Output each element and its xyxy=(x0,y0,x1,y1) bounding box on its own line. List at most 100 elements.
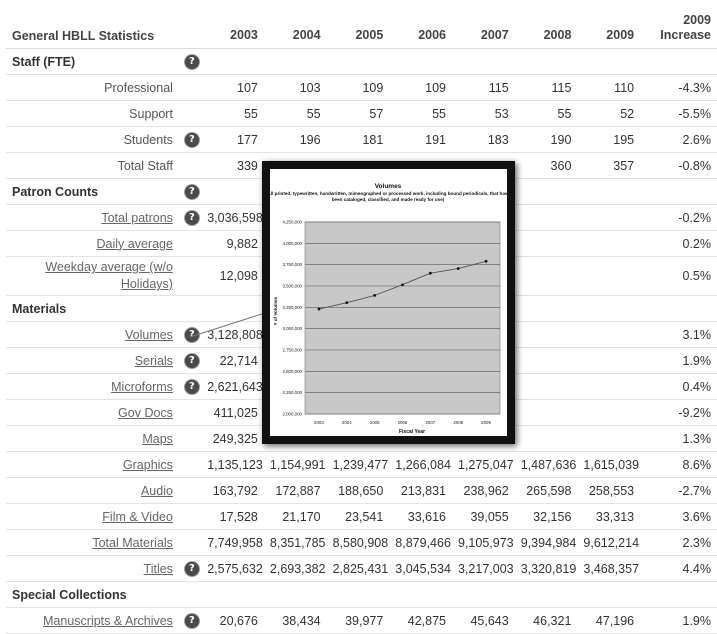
value-cell: 339 xyxy=(201,152,264,179)
row-label-link[interactable]: Audio xyxy=(140,483,173,498)
section-title: Materials xyxy=(6,295,179,322)
row-help-cell xyxy=(178,425,202,452)
increase-cell: -5.5% xyxy=(640,100,717,127)
help-icon[interactable]: ? xyxy=(184,54,199,69)
value-cell: 52 xyxy=(577,100,641,127)
value-cell xyxy=(577,256,641,296)
value-cell: 109 xyxy=(389,74,452,101)
x-tick-label: 2003 xyxy=(314,420,324,425)
section-help-cell: ? xyxy=(178,48,202,75)
help-icon[interactable]: ? xyxy=(184,132,199,147)
row-label-link[interactable]: Graphics xyxy=(122,457,173,472)
row-label-link[interactable]: Serials xyxy=(134,353,173,368)
empty-cell xyxy=(389,581,452,608)
row-label: Total Staff xyxy=(117,158,173,173)
value-cell: 39,055 xyxy=(452,503,515,530)
table-row: Titles? 2,575,632 2,693,382 2,825,431 3,045,… xyxy=(6,555,717,582)
value-cell: 7,749,958 xyxy=(201,529,264,556)
row-help-cell xyxy=(178,399,202,426)
table-row: Graphics 1,135,123 1,154,991 1,239,477 1,266… xyxy=(6,451,717,478)
help-icon[interactable]: ? xyxy=(184,327,199,342)
empty-cell xyxy=(201,48,264,75)
empty-cell xyxy=(640,178,717,205)
value-cell: 33,616 xyxy=(389,503,452,530)
empty-cell xyxy=(514,48,578,75)
row-label-link[interactable]: Film & Video xyxy=(102,509,173,524)
help-icon[interactable]: ? xyxy=(184,613,199,628)
y-tick-label: 3,500,000 xyxy=(282,284,302,289)
y-tick-label: 3,750,000 xyxy=(282,262,302,267)
value-cell xyxy=(577,321,641,348)
section-row: Staff (FTE)? xyxy=(6,48,717,75)
help-icon[interactable]: ? xyxy=(184,379,199,394)
value-cell: 109 xyxy=(326,74,390,101)
value-cell xyxy=(514,321,578,348)
value-cell: 213,831 xyxy=(389,477,452,504)
row-label-link[interactable]: Daily average xyxy=(96,236,173,251)
value-cell: 196 xyxy=(263,126,327,153)
year-header-2003: 2003 xyxy=(201,0,264,49)
row-label-link[interactable]: Gov Docs xyxy=(118,405,173,420)
increase-cell: 0.4% xyxy=(640,373,717,400)
value-cell: 9,105,973 xyxy=(452,529,515,556)
value-cell: 21,170 xyxy=(263,503,327,530)
table-title: General HBLL Statistics xyxy=(6,0,202,49)
row-label-link[interactable]: Microforms xyxy=(111,379,173,394)
value-cell: 9,612,214 xyxy=(577,529,641,556)
y-tick-label: 3,000,000 xyxy=(282,326,302,331)
row-label-link[interactable]: Manuscripts & Archives xyxy=(43,613,173,628)
section-help-cell xyxy=(178,581,202,608)
value-cell: 190 xyxy=(514,126,578,153)
row-label: Support xyxy=(129,106,173,121)
row-help-cell xyxy=(178,451,202,478)
y-tick-label: 4,250,000 xyxy=(282,220,302,225)
help-icon[interactable]: ? xyxy=(184,353,199,368)
row-label-link[interactable]: Maps xyxy=(142,431,173,446)
value-cell: 1,275,047 xyxy=(452,451,515,478)
row-label: Professional xyxy=(104,80,173,95)
empty-cell xyxy=(263,581,327,608)
increase-cell: 2.3% xyxy=(640,529,717,556)
help-icon[interactable]: ? xyxy=(184,184,199,199)
empty-cell xyxy=(640,581,717,608)
value-cell: 2,575,632 xyxy=(201,555,264,582)
value-cell xyxy=(514,256,578,296)
increase-cell: -4.3% xyxy=(640,74,717,101)
value-cell: 103 xyxy=(263,74,327,101)
year-header-2004: 2004 xyxy=(263,0,327,49)
chart-title: Volumes xyxy=(375,183,402,190)
empty-cell xyxy=(577,581,641,608)
table-row: Support 55 55 57 55 53 55 52 -5.5% xyxy=(6,100,717,127)
x-tick-label: 2006 xyxy=(398,420,408,425)
row-label-link[interactable]: Titles xyxy=(143,561,173,576)
x-tick-label: 2004 xyxy=(342,420,352,425)
increase-header-year: 2009 xyxy=(683,13,711,27)
increase-cell: -0.2% xyxy=(640,204,717,231)
increase-header: 2009 Increase xyxy=(640,0,717,49)
empty-cell xyxy=(326,581,390,608)
y-tick-label: 2,250,000 xyxy=(282,390,302,395)
y-tick-label: 4,000,000 xyxy=(282,241,302,246)
value-cell xyxy=(577,373,641,400)
value-cell: 53 xyxy=(452,100,515,127)
help-icon[interactable]: ? xyxy=(184,561,199,576)
value-cell: 265,598 xyxy=(514,477,578,504)
row-label-link[interactable]: Weekday average (w/o Holidays) xyxy=(45,260,173,291)
value-cell: 1,615,039 xyxy=(577,451,641,478)
chart-subtitle-line2: been cataloged, classified, and made rea… xyxy=(332,197,445,202)
value-cell: 191 xyxy=(389,126,452,153)
value-cell: 1,154,991 xyxy=(263,451,327,478)
row-label-cell: Graphics xyxy=(6,451,179,478)
value-cell: 23,541 xyxy=(326,503,390,530)
value-cell: 8,351,785 xyxy=(263,529,327,556)
row-label-link[interactable]: Volumes xyxy=(124,327,173,342)
section-title: Special Collections xyxy=(6,581,179,608)
row-label-link[interactable]: Total Materials xyxy=(92,535,173,550)
value-cell: 360 xyxy=(514,152,578,179)
value-cell: 357 xyxy=(577,152,641,179)
help-icon[interactable]: ? xyxy=(184,210,199,225)
row-label-link[interactable]: Total patrons xyxy=(101,210,173,225)
increase-cell: 1.3% xyxy=(640,425,717,452)
row-help-cell xyxy=(178,152,202,179)
data-point xyxy=(456,267,460,270)
